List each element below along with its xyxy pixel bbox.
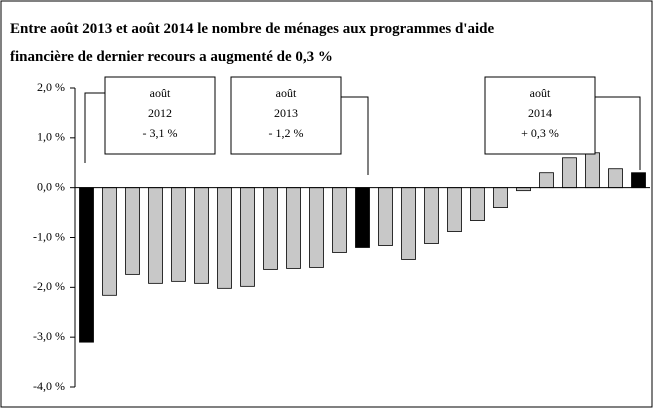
y-tick-label: -2,0 %: [33, 279, 65, 293]
bar: [171, 187, 186, 282]
bar: [148, 187, 163, 284]
bar: [608, 168, 623, 189]
bar: [585, 152, 600, 189]
y-tick-label: -4,0 %: [33, 379, 65, 393]
y-tick-label: -3,0 %: [33, 329, 65, 343]
chart-title: financière de dernier recours a augmenté…: [10, 49, 333, 65]
annotation-text: - 3,1 %: [143, 126, 178, 140]
bar: [378, 187, 393, 246]
y-tick-label: 1,0 %: [37, 130, 65, 144]
connector: [595, 96, 641, 170]
bar: [493, 187, 508, 209]
annotation-text: août: [530, 86, 551, 100]
bar: [263, 187, 278, 270]
annotation-text: + 0,3 %: [521, 126, 559, 140]
annotation-text: août: [150, 86, 171, 100]
bar: [562, 157, 577, 189]
annotation-text: 2013: [274, 106, 298, 120]
annotation-text: - 1,2 %: [269, 126, 304, 140]
chart-title: Entre août 2013 et août 2014 le nombre d…: [10, 21, 494, 37]
bar: [102, 187, 117, 296]
y-tick-label: 0,0 %: [37, 179, 65, 193]
bar: [217, 187, 232, 289]
connector: [341, 96, 369, 175]
bar: [194, 187, 209, 284]
bar: [309, 187, 324, 268]
bar: [401, 187, 416, 260]
bar: [355, 187, 370, 248]
bar: [125, 187, 140, 275]
bar: [240, 187, 255, 287]
bar: [539, 172, 554, 189]
connector: [84, 92, 105, 163]
bar: [286, 187, 301, 269]
annotation-box: [484, 76, 596, 155]
bar: [424, 187, 439, 244]
annotation-box: [230, 76, 342, 155]
annotation-text: août: [276, 86, 297, 100]
bar: [79, 187, 94, 343]
annotation-text: 2014: [528, 106, 552, 120]
bar: [332, 187, 347, 253]
y-tick-label: -1,0 %: [33, 229, 65, 243]
annotation-text: 2012: [148, 106, 172, 120]
bar: [470, 187, 485, 221]
bar: [631, 172, 646, 189]
bar: [447, 187, 462, 232]
y-tick-label: 2,0 %: [37, 80, 65, 94]
annotation-box: [104, 76, 216, 155]
